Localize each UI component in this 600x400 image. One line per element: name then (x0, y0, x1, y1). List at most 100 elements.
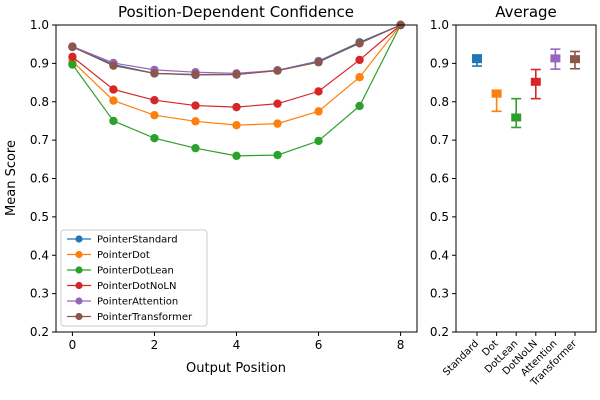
mean-marker (570, 55, 580, 64)
right-y-axis: 0.2 0.3 0.4 0.5 0.6 0.7 0.8 0.9 1.0 (430, 18, 456, 339)
left-y-tick-label: 0.2 (30, 325, 49, 339)
left-y-axis-label: Mean Score (4, 140, 19, 216)
legend-marker (75, 235, 83, 243)
mean-marker (550, 54, 561, 63)
right-y-tick-label: 0.5 (430, 210, 449, 224)
data-point (68, 42, 77, 52)
right-y-tick-label: 0.9 (430, 56, 449, 70)
legend-marker (75, 266, 83, 274)
left-y-tick-label: 0.5 (30, 210, 49, 224)
data-point (273, 99, 282, 108)
data-point (109, 116, 118, 126)
legend-marker (75, 312, 83, 321)
left-y-tick-label: 0.8 (30, 95, 49, 109)
average-Attention (550, 48, 561, 70)
right-y-tick-label: 0.3 (430, 287, 449, 301)
data-point (109, 85, 118, 94)
right-plot-frame (455, 24, 597, 333)
legend-box (60, 229, 208, 327)
data-point (232, 102, 241, 112)
right-y-tick-label: 0.8 (430, 95, 449, 109)
left-x-tick-label: 4 (233, 338, 241, 352)
average-Standard (472, 54, 482, 67)
left-plot-frame (55, 24, 418, 333)
legend-items: PointerStandard PointerDot PointerDotLean P… (67, 235, 193, 323)
legend-item: PointerAttention (67, 297, 178, 308)
data-point (273, 119, 282, 128)
legend-item: PointerDotLean (67, 266, 174, 277)
data-point (273, 66, 282, 75)
data-point (191, 143, 200, 153)
legend-label: PointerDotLean (97, 266, 174, 277)
left-y-tick-label: 0.3 (30, 287, 49, 301)
right-y-tick-label: 0.4 (430, 248, 449, 262)
data-point (68, 60, 77, 69)
legend-label: PointerStandard (97, 235, 178, 246)
left-y-tick-label: 0.7 (30, 133, 49, 147)
legend-label: PointerTransformer (97, 312, 193, 323)
right-y-tick-label: 0.6 (430, 172, 449, 186)
data-point (232, 120, 241, 130)
right-y-tick-label: 0.2 (430, 325, 449, 339)
left-y-tick-label: 0.6 (30, 172, 49, 186)
left-chart-title: Position-Dependent Confidence (118, 3, 354, 21)
average-DotLean (511, 97, 522, 129)
data-point (109, 96, 118, 105)
mean-marker (491, 89, 502, 98)
left-x-tick-label: 8 (397, 338, 405, 352)
data-point (150, 134, 159, 143)
legend-item: PointerStandard (67, 235, 178, 246)
legend-marker (75, 281, 83, 290)
left-y-tick-label: 1.0 (30, 18, 49, 32)
mean-marker (530, 77, 541, 86)
series-line (72, 24, 401, 76)
right-x-axis: Standard DotDotLeanDotNoLNAttentionTransf… (441, 332, 580, 389)
legend-label: PointerDotNoLN (97, 281, 176, 292)
left-y-tick-label: 0.9 (30, 56, 49, 70)
data-point (68, 52, 77, 62)
legend-marker (75, 250, 83, 259)
left-y-axis: 0.2 0.3 0.4 0.5 0.6 0.7 0.8 0.9 1.0 (30, 18, 56, 339)
left-x-tick-label: 0 (69, 338, 77, 352)
legend-marker (75, 297, 83, 305)
data-point (355, 101, 364, 111)
data-point (355, 38, 364, 48)
data-point (355, 55, 364, 65)
left-x-tick-label: 6 (315, 338, 323, 352)
data-point (314, 58, 323, 67)
series-PointerTransformer (68, 20, 405, 79)
legend-label: PointerDot (97, 250, 150, 261)
legend: PointerStandard PointerDot PointerDotLean P… (60, 229, 208, 327)
data-point (232, 70, 241, 79)
line-chart: Position-Dependent Confidence 0.20.30.40… (4, 3, 418, 376)
data-point (150, 96, 159, 105)
average-DotNoLN (530, 68, 541, 100)
mean-marker (472, 55, 482, 64)
data-point (314, 136, 323, 146)
average-Dot (491, 89, 502, 113)
right-y-tick-label: 1.0 (430, 18, 449, 32)
data-point (191, 117, 200, 126)
data-point (109, 61, 118, 70)
series-PointerAttention (68, 20, 405, 78)
data-point (191, 70, 200, 79)
left-x-axis-label: Output Position (186, 361, 286, 376)
right-series-group (472, 48, 580, 129)
data-point (355, 72, 364, 82)
data-point (150, 110, 159, 120)
data-point (314, 87, 323, 96)
average-chart: Average 0.2 0.3 0.4 0.5 0.6 0.7 0.8 0.9 1.0 Stan… (430, 3, 597, 389)
left-series-group (68, 20, 405, 161)
right-x-tick-label: Standard (441, 338, 481, 378)
data-point (150, 69, 159, 78)
right-chart-title: Average (495, 3, 557, 21)
right-y-tick-label: 0.7 (430, 133, 449, 147)
data-point (314, 107, 323, 116)
data-point (191, 101, 200, 110)
legend-item: PointerTransformer (67, 312, 193, 323)
legend-label: PointerAttention (97, 297, 178, 308)
legend-item: PointerDot (67, 250, 150, 261)
left-y-tick-label: 0.4 (30, 248, 49, 262)
series-line (71, 24, 402, 157)
